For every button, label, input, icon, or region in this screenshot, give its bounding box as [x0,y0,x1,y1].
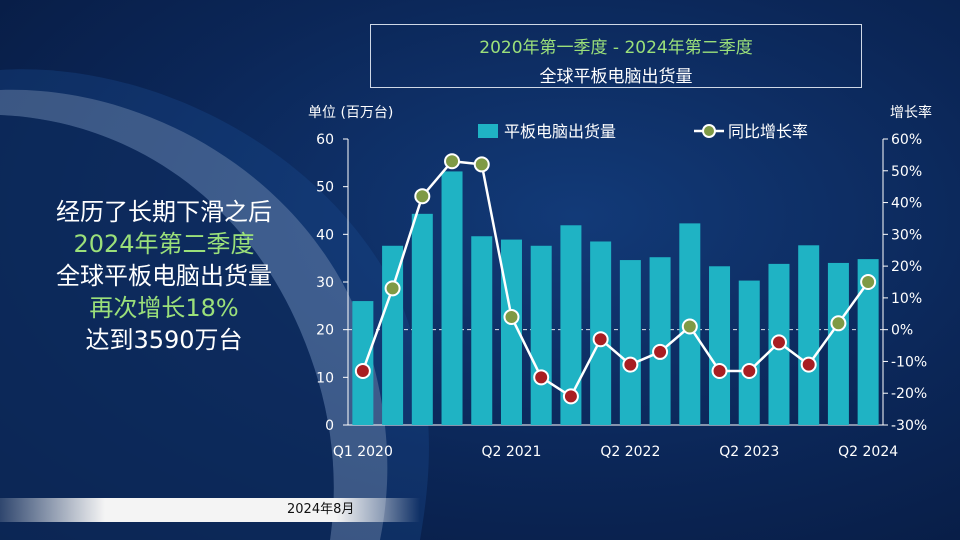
growth-point [503,308,520,325]
x-tick-label: Q2 2022 [600,444,660,460]
bar [471,236,493,425]
growth-line [361,159,870,399]
summary-line-4: 再次增长18% [89,294,239,322]
source-date: 2024年8月 [287,502,355,517]
x-tick-label: Q1 2020 [333,444,393,460]
summary-line-2: 2024年第二季度 [73,230,255,258]
growth-point [770,334,787,351]
y-tick-label: 10 [316,370,334,386]
growth-point [711,362,728,379]
legend-line-label: 同比增长率 [728,122,808,141]
y2-tick-label: -20% [891,386,927,402]
summary-line-3: 全球平板电脑出货量 [56,262,272,290]
growth-point [860,274,877,290]
growth-point [830,315,847,332]
summary-line-1: 经历了长期下滑之后 [56,198,272,226]
bar [827,262,849,425]
y2-tick-label: -30% [891,418,927,434]
y-tick-label: 30 [316,275,334,291]
growth-point [533,369,550,386]
bar [619,260,641,425]
y-tick-label: 40 [316,227,334,243]
chart-title-period: 2020年第一季度 - 2024年第二季度 [479,38,753,58]
x-tick-label: Q2 2021 [481,444,541,460]
growth-point [562,388,579,405]
x-tick-label: Q2 2023 [719,444,779,460]
y2-tick-label: 40% [891,196,922,212]
y2-tick-label: 60% [891,132,922,148]
bar [411,213,433,425]
y-tick-label: 50 [316,180,334,196]
bar [857,259,879,425]
growth-point [354,362,371,379]
growth-point [800,356,817,373]
y2-tick-label: 10% [891,291,922,307]
y2-tick-label: 50% [891,164,922,180]
bar [382,245,404,425]
growth-point [444,153,461,170]
y2-tick-label: -10% [891,354,927,370]
x-tick-label: Q2 2024 [838,444,898,460]
chart-title-box: 2020年第一季度 - 2024年第二季度 全球平板电脑出货量 [370,24,862,88]
growth-point [622,356,639,373]
bar [441,171,463,425]
y-tick-label: 20 [316,323,334,339]
growth-point [473,156,490,173]
bar [738,280,760,425]
growth-point [384,280,401,297]
chart-title-main: 全球平板电脑出货量 [539,67,693,87]
bar [649,257,671,425]
bar [530,245,552,425]
y2-tick-label: 0% [891,323,913,339]
legend-bar-label: 平板电脑出货量 [504,122,616,141]
bar [798,245,820,425]
y-axis-title: 单位 (百万台) [308,105,393,121]
summary-line-5: 达到3590万台 [85,326,243,354]
growth-point [741,362,758,379]
source-strip: 2024年8月 [0,498,420,522]
y-tick-label: 0 [325,418,334,434]
legend-line-marker [702,124,716,138]
growth-point [592,331,609,348]
y2-tick-label: 20% [891,259,922,275]
growth-point [414,188,431,205]
summary-text: 经历了长期下滑之后 2024年第二季度 全球平板电脑出货量 再次增长18% 达到… [24,196,304,356]
legend-bar-swatch [478,124,498,138]
y-tick-label: 60 [316,132,334,148]
growth-point [652,343,669,360]
bar [560,225,582,425]
bar [709,266,731,425]
growth-point [681,318,698,335]
y2-axis-title: 增长率 [890,104,932,121]
y2-tick-label: 30% [891,227,922,243]
